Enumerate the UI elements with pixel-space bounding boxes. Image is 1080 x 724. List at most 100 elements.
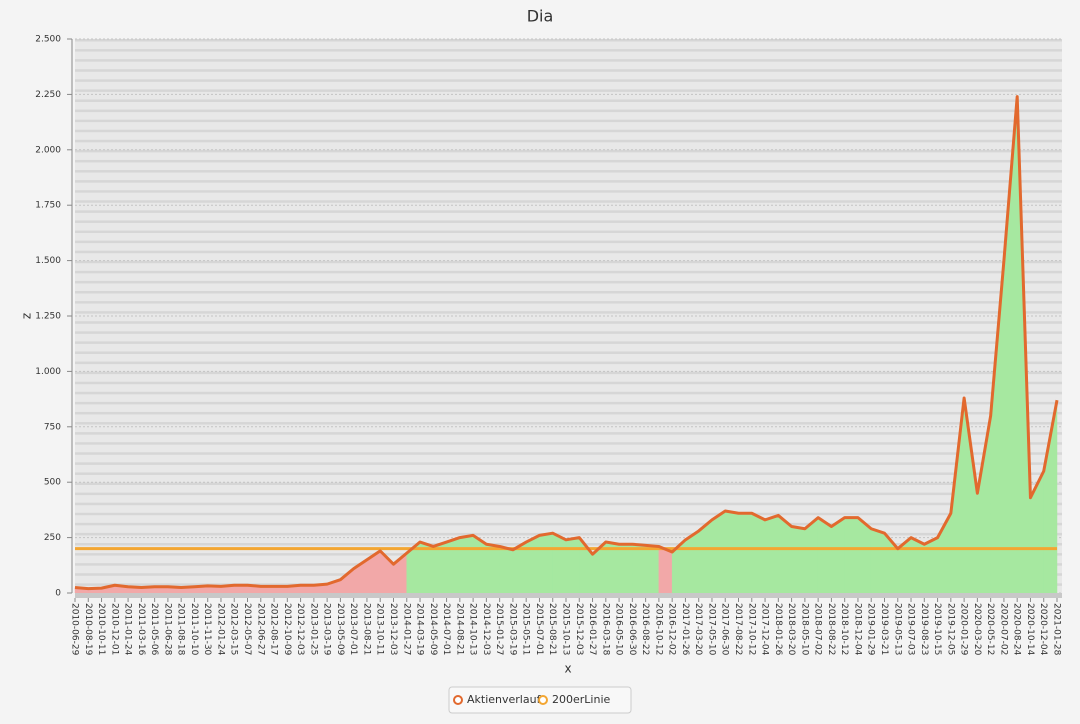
x-tick-label: 2014-08-21 [454, 603, 464, 655]
stripe [75, 482, 1062, 486]
stripe [75, 401, 1062, 405]
x-tick-label: 2013-08-21 [361, 603, 371, 655]
stripe [75, 79, 1062, 82]
x-tick-label: 2015-05-11 [521, 603, 531, 655]
stripe [75, 301, 1062, 304]
x-tick-label: 2012-10-09 [282, 603, 292, 656]
stripe [75, 240, 1062, 244]
x-tick-label: 2019-01-29 [866, 603, 876, 656]
x-axis-band [75, 593, 1062, 598]
stripe [75, 220, 1062, 223]
x-tick-label: 2014-07-01 [441, 603, 451, 655]
x-tick-label: 2019-07-03 [906, 603, 916, 655]
x-tick-label: 2014-05-09 [428, 603, 438, 656]
x-tick-label: 2018-12-04 [852, 603, 862, 656]
x-tick-label: 2017-06-30 [720, 603, 730, 656]
x-tick-label: 2010-12-01 [109, 603, 119, 655]
x-tick-label: 2011-10-10 [189, 603, 199, 656]
stripe [75, 381, 1062, 385]
stripe [75, 139, 1062, 143]
area-segment [539, 532, 553, 594]
area-segment [724, 510, 739, 594]
y-tick-label: 1.000 [35, 367, 61, 377]
stripe [75, 190, 1062, 193]
x-tick-label: 2013-07-01 [348, 603, 358, 655]
stripe [75, 331, 1062, 334]
x-tick-label: 2011-08-18 [176, 603, 186, 656]
stripe [75, 230, 1062, 234]
x-tick-label: 2018-03-20 [786, 603, 796, 656]
x-tick-label: 2015-01-27 [494, 603, 504, 655]
x-tick-label: 2011-05-06 [149, 603, 159, 656]
area-segment [565, 537, 580, 594]
x-tick-label: 2015-08-21 [547, 603, 557, 655]
x-tick-label: 2018-08-22 [826, 603, 836, 655]
x-tick-label: 2013-05-09 [335, 603, 345, 656]
area-segment [817, 517, 832, 594]
x-tick-label: 2020-08-24 [1012, 603, 1022, 656]
stripe [75, 69, 1062, 72]
chart-title: Dia [527, 7, 554, 26]
stripe [75, 170, 1062, 173]
stripe [75, 442, 1062, 445]
area-segment [645, 545, 660, 594]
x-tick-label: 2017-05-10 [706, 603, 716, 656]
x-tick-label: 2020-10-14 [1025, 603, 1035, 656]
x-tick-label: 2018-10-12 [839, 603, 849, 655]
y-tick-label: 1.500 [35, 256, 61, 266]
x-tick-label: 2014-03-19 [415, 603, 425, 656]
x-tick-label: 2015-07-01 [534, 603, 544, 655]
stripe [75, 532, 1062, 536]
stripe [75, 492, 1062, 496]
series-line [74, 95, 1059, 591]
stripe [75, 361, 1062, 365]
area-segment [632, 543, 646, 594]
stripe [75, 260, 1062, 264]
stripe [75, 200, 1062, 203]
x-tick-label: 2018-07-02 [813, 603, 823, 655]
x-tick-label: 2020-05-12 [985, 603, 995, 655]
x-tick-label: 2011-01-24 [123, 603, 133, 656]
x-tick-label: 2017-10-12 [746, 603, 756, 655]
x-tick-label: 2010-10-11 [96, 603, 106, 655]
area-segment [778, 514, 792, 594]
x-tick-label: 2019-12-05 [945, 603, 955, 655]
x-tick-label: 2019-05-13 [892, 603, 902, 655]
stripe [75, 291, 1062, 294]
stripe [75, 59, 1062, 62]
y-tick-label: 250 [44, 533, 61, 543]
stripe [75, 129, 1062, 133]
stripe [75, 280, 1062, 284]
y-tick-label: 2.500 [35, 35, 61, 45]
x-tick-label: 2017-03-20 [693, 603, 703, 656]
x-tick-label: 2013-10-11 [375, 603, 385, 655]
x-tick-label: 2010-08-19 [83, 603, 93, 656]
area-segment [791, 526, 806, 594]
stripe [75, 502, 1062, 506]
area-segment [711, 510, 726, 594]
x-tick-label: 2015-12-03 [574, 603, 584, 655]
x-tick-label: 2012-05-07 [242, 603, 252, 655]
x-tick-label: 2016-03-18 [600, 603, 610, 656]
stripe [75, 119, 1062, 123]
x-tick-label: 2015-03-19 [507, 603, 517, 656]
x-tick-label: 2016-12-02 [667, 603, 677, 655]
x-tick-label: 2012-03-15 [229, 603, 239, 655]
area-segment [658, 546, 673, 594]
x-tick-label: 2013-01-25 [308, 603, 318, 655]
legend-marker [538, 695, 548, 705]
legend-label: 200erLinie [552, 693, 610, 706]
x-tick-label: 2012-08-17 [269, 603, 279, 655]
area-segment [764, 515, 779, 594]
stripe [75, 311, 1062, 314]
x-tick-label: 2019-03-21 [879, 603, 889, 655]
area-segment [870, 528, 885, 594]
x-tick-label: 2020-03-20 [972, 603, 982, 656]
x-tick-label: 2011-03-16 [136, 603, 146, 656]
area-segment [486, 543, 500, 594]
area-segment [459, 535, 474, 594]
stripe [75, 49, 1062, 52]
x-tick-label: 2011-11-30 [202, 603, 212, 656]
y-tick-label: 500 [44, 478, 61, 488]
